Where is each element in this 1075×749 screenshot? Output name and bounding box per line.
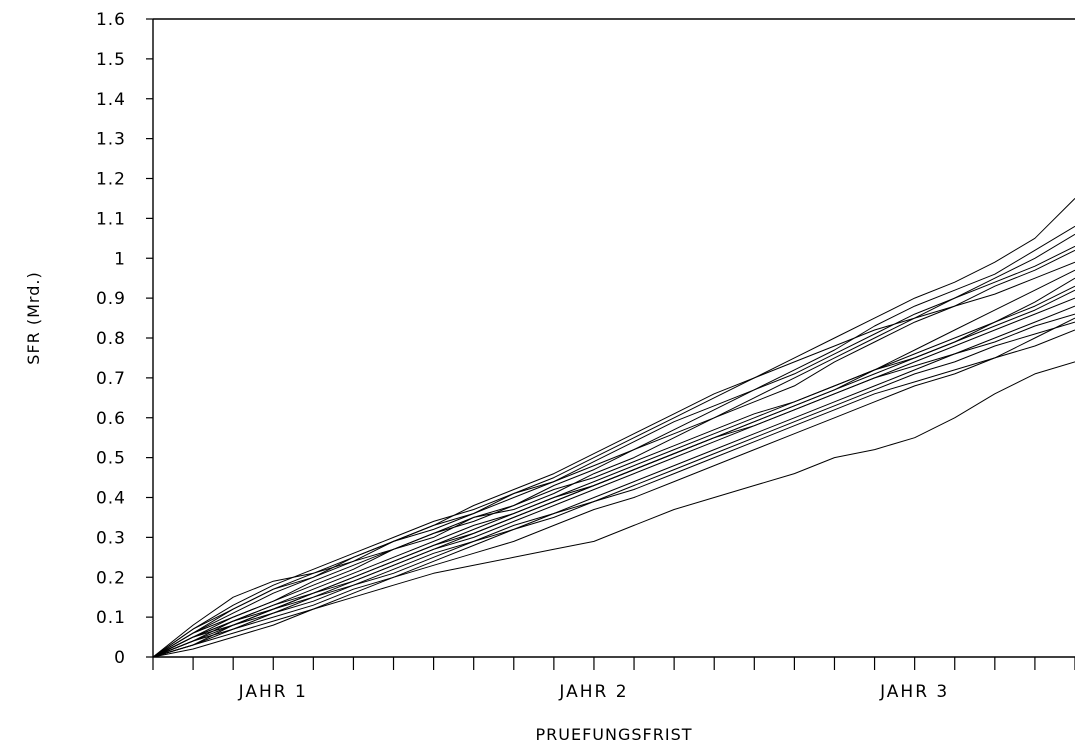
series-line-2 [152,198,1075,658]
y-tick-label: 0.5 [96,449,126,469]
y-tick-label: 0.4 [96,489,126,509]
x-category-label: JAHR 2 [558,682,628,702]
y-tick-label: 0.6 [96,409,126,429]
y-tick-label: 1.1 [96,209,126,229]
x-axis-category-labels: JAHR 1 JAHR 2 JAHR 3 [238,682,949,702]
series-line-15 [152,233,1075,658]
y-tick-label: 0.1 [96,608,126,628]
series-line-5 [152,305,1075,658]
y-axis-tick-labels: 0 0.1 0.2 0.3 0.4 0.5 0.6 0.7 0.8 0.9 1 1.1 1.2 1.3 1.… [96,10,126,668]
y-tick-label: 1.4 [96,90,126,110]
series-line-12 [152,245,1075,658]
series-line-14 [152,329,1075,658]
y-tick-label: 1.3 [96,130,126,150]
series-line-11 [152,321,1075,658]
x-category-label: JAHR 3 [879,682,949,702]
y-tick-label: 0.7 [96,369,126,389]
series-line-16 [152,277,1075,658]
series-line-6 [152,317,1075,658]
x-axis-title: PRUEFUNGSFRIST [536,725,693,744]
series-line-8 [152,313,1075,658]
y-tick-label: 0.8 [96,329,126,349]
y-tick-label: 1.2 [96,170,126,190]
series-line-3 [152,249,1075,658]
y-tick-label: 0.9 [96,289,126,309]
y-tick-label: 0.3 [96,528,126,548]
y-tick-label: 1.5 [96,50,126,70]
series-line-7 [152,361,1075,658]
series-line-9 [152,261,1075,658]
x-category-label: JAHR 1 [238,682,308,702]
y-tick-label: 1.6 [96,10,126,30]
y-tick-label: 0.2 [96,568,126,588]
series-line-4 [152,269,1075,658]
y-tick-label: 1 [114,249,126,269]
series-line-13 [152,285,1075,658]
series-line-17 [152,297,1075,658]
x-axis-ticks [152,657,1075,670]
series-lines [152,198,1075,658]
y-tick-label: 0 [114,648,126,668]
series-line-1 [152,225,1075,658]
y-axis-ticks [146,18,153,658]
y-axis-title: SFR (Mrd.) [24,271,43,364]
